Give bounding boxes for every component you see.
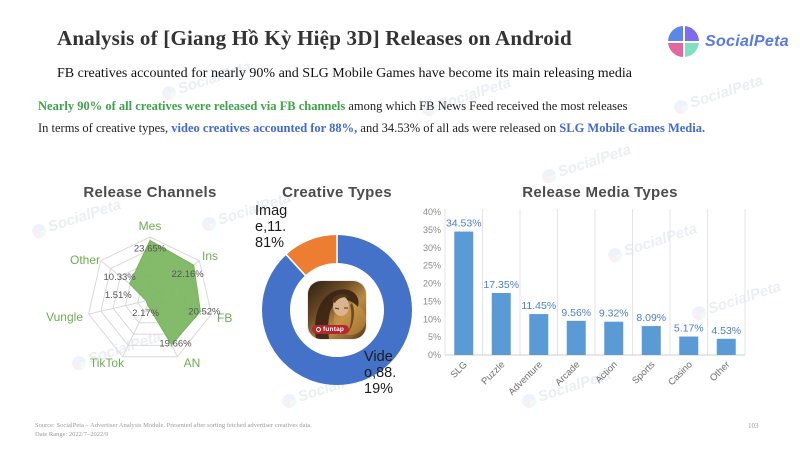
- highlight-line-2: In terms of creative types, video creati…: [38, 121, 705, 136]
- bar-y-tick-label: 20%: [423, 279, 441, 289]
- bar-value-label: 11.45%: [521, 300, 556, 312]
- radar-grid-ring: [88, 236, 212, 358]
- donut-label-image: Imag e,11. 81%: [255, 203, 288, 252]
- donut-slice-separator: [284, 252, 308, 279]
- radar-data-polygon: [128, 239, 201, 346]
- radar-axis-line: [122, 299, 151, 357]
- page-subtitle: FB creatives accounted for nearly 90% an…: [57, 66, 632, 81]
- highlight-blue-text: SLG Mobile Games Media.: [559, 121, 706, 135]
- bar-y-tick-label: 30%: [423, 243, 441, 253]
- bar-value-label: 8.09%: [636, 312, 666, 324]
- radar-axis-label: Mes: [139, 219, 162, 233]
- bar-value-label: 4.53%: [711, 325, 741, 337]
- bar-y-tick-label: 15%: [423, 296, 441, 306]
- bar-y-tick-label: 0%: [428, 350, 441, 360]
- radar-value-label: 2.17%: [132, 308, 159, 319]
- funtap-badge-icon: [316, 327, 321, 332]
- bar: [491, 292, 511, 355]
- bar-x-tick-label: Sports: [630, 359, 657, 386]
- radar-axis-label: TikTok: [90, 356, 125, 370]
- radar-axis-label: AN: [184, 356, 201, 370]
- radar-axis-label: Vungle: [46, 310, 83, 324]
- bar: [716, 338, 736, 355]
- highlight-plain-text: In terms of creative types,: [38, 121, 172, 135]
- radar-value-label: 10.33%: [104, 272, 137, 283]
- highlight-blue-text: video creatives accounted for 88%,: [171, 121, 358, 135]
- bar-value-label: 34.53%: [446, 218, 482, 230]
- funtap-badge-label: funtap: [323, 326, 345, 333]
- bar-chart-title: Release Media Types: [522, 184, 678, 201]
- radar-value-label: 20.52%: [188, 307, 221, 318]
- bar-value-label: 9.32%: [599, 308, 629, 320]
- bar-x-tick-label: Casino: [666, 359, 695, 388]
- footer-date-range: Date Range: 2022/7–2022/9: [35, 431, 109, 438]
- bar-y-tick-label: 25%: [423, 261, 441, 271]
- radar-value-label: 1.51%: [105, 290, 132, 301]
- socialpeta-logo-icon: [540, 166, 558, 185]
- socialpeta-logo-text: SocialPeta: [705, 32, 789, 50]
- radar-axis-label: FB: [217, 311, 232, 325]
- bar-value-label: 17.35%: [483, 279, 519, 291]
- radar-chart-title: Release Channels: [83, 184, 217, 201]
- bar: [679, 336, 699, 355]
- footer-source: Source: SocialPeta – Advertiser Analysis…: [35, 422, 312, 429]
- page-title: Analysis of [Giang Hồ Kỳ Hiệp 3D] Releas…: [57, 26, 572, 50]
- radar-chart: Mes Ins FB AN TikTok Vungle Other 23.65% 22.16% 2…: [46, 219, 232, 370]
- socialpeta-logo-icon: [672, 97, 690, 116]
- bar-y-tick-label: 40%: [423, 207, 441, 217]
- watermark: SocialPeta: [540, 141, 633, 186]
- bar-x-tick-label: Adventure: [506, 359, 544, 397]
- watermark: SocialPeta: [672, 72, 765, 117]
- radar-value-label: 22.16%: [172, 269, 205, 280]
- bar-y-tick-label: 10%: [423, 314, 441, 324]
- socialpeta-logo-icon: [280, 391, 298, 410]
- radar-value-label: 23.65%: [134, 243, 167, 254]
- page-number: 103: [748, 422, 759, 430]
- highlight-green-text: Nearly 90% of all creatives were release…: [38, 99, 346, 113]
- donut-label-video: Vide o,88. 19%: [364, 349, 397, 398]
- highlight-plain-text: and 34.53% of all ads were released on: [357, 121, 560, 135]
- bar: [529, 314, 549, 355]
- radar-axis-label: Other: [70, 253, 100, 267]
- bar-value-label: 9.56%: [561, 307, 591, 319]
- bar-x-tick-label: Puzzle: [479, 359, 507, 387]
- bar-x-tick-label: Action: [593, 359, 619, 385]
- game-app-icon: funtap: [308, 281, 366, 339]
- bar-x-tick-label: Arcade: [553, 359, 582, 388]
- bar-x-tick-label: Other: [708, 359, 733, 384]
- highlight-line-1: Nearly 90% of all creatives were release…: [38, 99, 627, 114]
- bar: [566, 320, 586, 355]
- highlight-plain-text: among which FB News Feed received the mo…: [345, 99, 628, 113]
- bar: [641, 326, 661, 355]
- bar-x-tick-label: SLG: [449, 359, 470, 380]
- radar-axis-label: Ins: [202, 249, 218, 263]
- donut-chart: [262, 233, 412, 385]
- bar-y-tick-label: 5%: [428, 332, 441, 342]
- bar-y-tick-label: 35%: [423, 225, 441, 235]
- socialpeta-logo-icon: [668, 26, 699, 57]
- donut-chart-title: Creative Types: [282, 184, 392, 201]
- radar-value-label: 19.66%: [159, 339, 192, 350]
- socialpeta-logo: SocialPeta: [668, 26, 789, 57]
- bar-value-label: 5.17%: [674, 323, 704, 335]
- radar-axis-line: [88, 299, 151, 315]
- funtap-badge: funtap: [312, 325, 350, 334]
- bar: [604, 321, 624, 355]
- bar: [454, 231, 474, 355]
- bar-chart: 0% 5% 10% 15% 20% 25% 30% 35% 40% 34.53% SLG 17.35%…: [423, 207, 746, 398]
